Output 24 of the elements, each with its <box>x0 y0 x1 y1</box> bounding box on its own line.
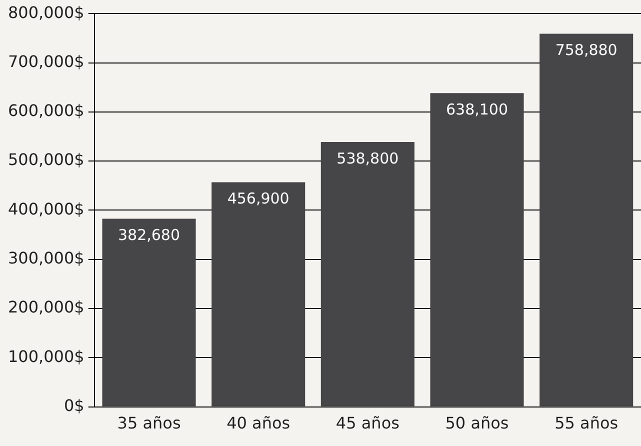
y-tick-label: 600,000$ <box>8 101 84 120</box>
data-label: 382,680 <box>118 226 180 244</box>
y-tick-label: 100,000$ <box>8 346 84 366</box>
y-tick-label: 800,000$ <box>8 2 84 22</box>
bar <box>212 182 306 406</box>
bar <box>430 93 524 406</box>
data-label: 456,900 <box>227 190 290 208</box>
bar <box>102 218 196 406</box>
x-tick-label: 45 años <box>336 414 400 433</box>
y-tick-label: 200,000$ <box>8 298 84 317</box>
y-tick-label: 500,000$ <box>8 150 84 170</box>
y-tick-label: 300,000$ <box>8 248 84 268</box>
data-label: 538,800 <box>336 149 399 168</box>
x-tick-label: 55 años <box>554 414 618 433</box>
y-tick-label: 0$ <box>64 396 84 415</box>
y-tick-label: 400,000$ <box>8 199 84 218</box>
x-tick-label: 35 años <box>117 414 181 433</box>
bar <box>540 34 634 406</box>
data-label: 638,100 <box>446 100 508 119</box>
bar <box>320 142 414 406</box>
data-label: 758,880 <box>555 41 618 60</box>
x-tick-label: 50 años <box>445 414 509 433</box>
y-tick-label: 700,000$ <box>8 52 84 71</box>
x-tick-label: 40 años <box>226 414 290 433</box>
